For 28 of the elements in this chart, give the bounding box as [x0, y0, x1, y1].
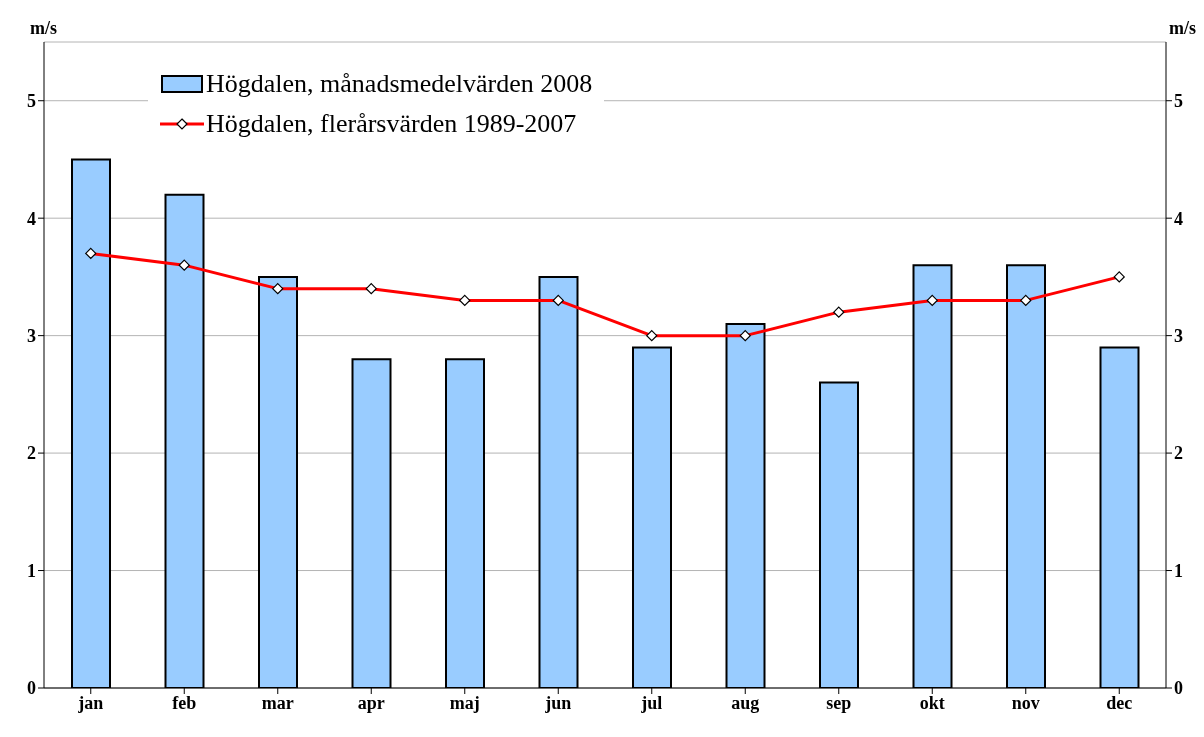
y-tick-label: 0 [27, 678, 36, 699]
y-tick-label: 1 [27, 560, 36, 581]
x-tick-label: mar [261, 692, 294, 713]
x-tick-label: feb [172, 692, 197, 713]
x-tick-label: apr [357, 692, 385, 713]
y-tick-label: 2 [27, 443, 36, 464]
legend-label: Högdalen, månadsmedelvärden 2008 [206, 69, 593, 99]
x-tick-label: okt [919, 692, 945, 713]
y2-tick-label: 1 [1174, 560, 1183, 581]
x-tick-label: nov [1011, 692, 1040, 713]
legend-label: Högdalen, flerårsvärden 1989-2007 [206, 109, 577, 139]
x-tick-label: aug [731, 692, 760, 713]
y2-axis-title: m/s [1169, 18, 1196, 39]
x-tick-label: sep [826, 692, 852, 713]
x-tick-label: maj [449, 692, 480, 713]
y2-tick-label: 2 [1174, 443, 1183, 464]
y-tick-label: 4 [27, 208, 36, 229]
x-tick-label: jul [640, 692, 663, 713]
y-tick-label: 5 [27, 91, 36, 112]
y2-tick-label: 3 [1174, 326, 1183, 347]
x-tick-label: jun [544, 692, 572, 713]
y2-tick-label: 0 [1174, 678, 1183, 699]
y2-tick-label: 5 [1174, 91, 1183, 112]
x-tick-label: dec [1106, 692, 1133, 713]
y-axis-title: m/s [30, 18, 57, 39]
y2-tick-label: 4 [1174, 208, 1183, 229]
y-tick-label: 3 [27, 326, 36, 347]
x-tick-label: jan [77, 692, 104, 713]
